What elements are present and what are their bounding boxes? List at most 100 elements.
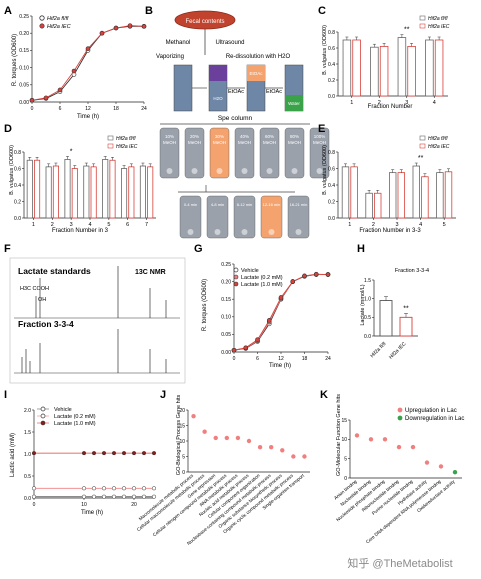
y-tick-label: 0.10	[221, 315, 231, 321]
y-tick-label: 1.5	[364, 278, 371, 284]
significance-marker: **	[404, 27, 410, 34]
chart-c-xlabel: Fraction Number	[368, 104, 413, 110]
y-tick-label: 0.2	[14, 199, 21, 205]
legend-marker	[233, 267, 239, 273]
y-tick-label: 0.05	[221, 332, 231, 338]
chart-j-ylabel: GO-Biological Process Gene hits	[176, 395, 182, 476]
bar	[412, 165, 421, 219]
bar	[147, 166, 154, 219]
nmr-peaks	[21, 266, 167, 373]
bar	[425, 39, 434, 97]
data-point	[113, 25, 119, 31]
panel-g: G 0.00 0.05 0.10 0.15 0.20 0.25 0 6 12 18 24 R. to…	[194, 243, 331, 369]
x-tick-label: 2	[372, 222, 375, 228]
data-point	[243, 345, 249, 351]
tube-4-bottom	[285, 95, 303, 111]
y-tick-label: 0.00	[19, 100, 29, 106]
bar	[388, 172, 397, 219]
data-point	[268, 445, 274, 450]
y-tick-label: 0	[182, 470, 185, 476]
legend-marker	[40, 406, 46, 412]
bar	[421, 176, 429, 219]
data-point	[101, 494, 107, 499]
data-point	[141, 486, 147, 491]
bar	[352, 39, 361, 97]
step-vaporizing: Vaporizing	[156, 54, 184, 60]
step-redissolve: Re-dissolution with H2O	[226, 54, 291, 60]
y-tick-label: 1.0	[364, 296, 371, 302]
chart-h-ylabel: Lactate (mmol/L)	[360, 284, 366, 325]
data-point	[257, 445, 263, 450]
data-point	[81, 494, 87, 499]
legend-label: Lactate (0.2 mM)	[241, 275, 283, 281]
chart-e-ylabel: B. vulgatus (OD600)	[322, 145, 328, 195]
fraction-label: MeOH	[163, 140, 176, 145]
data-point	[111, 486, 117, 491]
chart-i-legend: Vehicle Lactate (0.2 mM) Lactate (1.0 mM…	[37, 406, 96, 427]
fraction-label: MeOH	[263, 140, 276, 145]
legend-label: Hif2a IEC	[428, 144, 450, 150]
y-tick-label: 0.05	[19, 83, 29, 89]
panel-h-letter: H	[357, 243, 365, 255]
panel-f: F Lactate standards 13C NMR H3C COOH OH …	[4, 243, 186, 384]
fraction-tube	[234, 127, 255, 179]
panel-e: E 0.0 0.2 0.4 0.6 0.8 1 2 3 4 ** 5 B. vulgatus (OD…	[318, 123, 456, 234]
data-point	[224, 435, 230, 441]
data-point	[354, 433, 360, 438]
panel-h: H Fraction 3-3-4 0.0 0.5 1.0 1.5 Hif2a fl/fl…	[357, 243, 429, 361]
data-point	[57, 87, 63, 93]
tube-3-top	[247, 65, 265, 81]
legend-marker-down	[397, 415, 403, 421]
subfraction-label: 12-16 min	[263, 202, 281, 207]
data-point	[246, 438, 252, 444]
data-point	[121, 486, 127, 491]
y-tick-label: 0.4	[328, 62, 335, 68]
y-tick-label: 0.6	[328, 166, 335, 172]
panel-e-letter: E	[318, 123, 325, 135]
subfraction-number-dot	[241, 229, 248, 235]
y-tick-label: 0	[344, 476, 347, 482]
data-point	[410, 444, 416, 450]
chart-c-ylabel: B. vulgatus (OD600)	[322, 25, 328, 75]
data-point	[438, 464, 444, 469]
y-tick-label: 0.8	[328, 150, 335, 156]
data-point	[191, 414, 196, 419]
chart-a-legend: Hif2a fl/fl Hif2a IEC	[39, 15, 71, 30]
legend-label: Lactate (1.0 mM)	[54, 421, 96, 427]
subfraction-number-dot	[187, 229, 194, 235]
chart-k-ylabel: GO-Molecular Function Gene hits	[336, 394, 342, 476]
bar	[434, 39, 444, 97]
bar	[90, 166, 97, 219]
panel-d-letter: D	[4, 123, 12, 135]
subfraction-tube	[206, 195, 229, 239]
chart-c-legend: Hif2a fl/fl Hif2a IEC	[419, 15, 450, 30]
fraction-label: 100%	[314, 134, 326, 139]
data-point	[141, 24, 147, 29]
subfraction-tube	[287, 195, 310, 239]
y-tick-label: 0.00	[221, 350, 231, 356]
data-point	[81, 486, 87, 491]
bar	[365, 192, 373, 219]
fraction-label: MeOH	[213, 140, 226, 145]
y-tick-label: 1.5	[24, 430, 31, 436]
chart-d-legend: Hif2a fl/fl Hif2a IEC	[107, 135, 138, 150]
fraction-number-dot	[291, 168, 298, 174]
legend-marker-iec	[39, 23, 45, 29]
panel-c: C 0.0 0.2 0.4 0.6 0.8 1 2 3 ** 4 B. vulgatus (OD6…	[318, 5, 450, 110]
panel-b-letter: B	[145, 5, 153, 17]
y-tick-label: 1.0	[24, 452, 31, 458]
chart-a-xlabel: Time (h)	[77, 114, 99, 120]
x-tick-label: 1	[32, 222, 35, 228]
data-point	[452, 470, 458, 475]
x-tick-label: 24	[325, 356, 331, 362]
x-tick-label: 0	[233, 356, 236, 362]
subfraction-label: 8-12 min	[237, 202, 253, 207]
panel-i: I 0.00.51.01.52.00 10 20 Lactic acid (mM) …	[4, 389, 157, 516]
fraction-number-dot	[191, 168, 198, 174]
data-point	[290, 279, 296, 284]
x-tick-label: 1	[348, 222, 351, 228]
x-tick-label: Hif2a fl/fl	[369, 341, 387, 359]
nmr-frame	[9, 257, 186, 384]
